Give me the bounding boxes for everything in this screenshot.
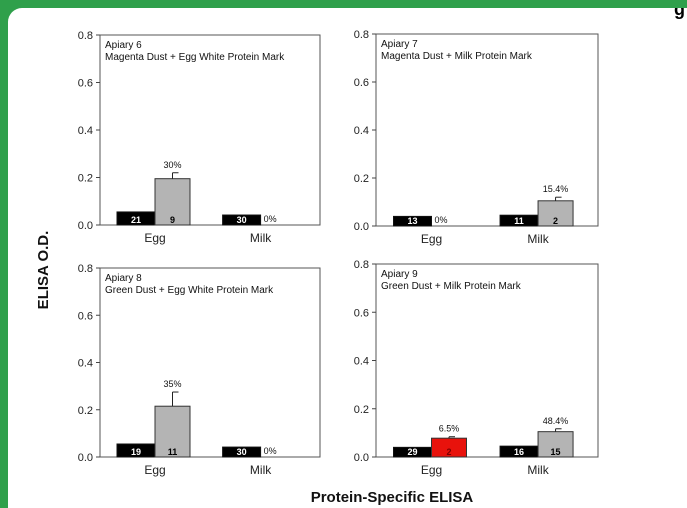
bar-light [154, 178, 191, 226]
percent-label: 0% [264, 214, 277, 224]
y-axis-title: ELISA O.D. [35, 231, 52, 310]
x-category-label: Egg [144, 231, 165, 245]
bar-dark [222, 214, 262, 226]
panel-title: Apiary 6 [105, 40, 142, 51]
panel-frame [375, 263, 599, 458]
y-tick-label: 0.2 [354, 404, 369, 416]
y-tick-label: 0.4 [78, 358, 93, 370]
bar-n-label: 30 [237, 447, 247, 457]
bar-n-label: 29 [407, 447, 417, 457]
percent-label: 15.4% [543, 184, 569, 194]
y-tick-label: 0.0 [354, 221, 369, 233]
panel-subtitle: Magenta Dust + Egg White Protein Mark [105, 52, 285, 63]
percent-label: 6.5% [439, 424, 460, 434]
title-fragment: g [674, 8, 685, 19]
x-category-label: Milk [527, 463, 549, 477]
panel-subtitle: Magenta Dust + Milk Protein Mark [381, 51, 533, 62]
percent-label: 35% [163, 379, 181, 389]
percent-label: 30% [163, 160, 181, 170]
bar-n-label: 11 [168, 447, 178, 457]
y-tick-label: 0.2 [78, 173, 93, 185]
y-tick-label: 0.0 [78, 452, 93, 464]
bar-dark [393, 215, 432, 227]
bar-dark [222, 446, 262, 458]
y-tick-label: 0.8 [78, 263, 93, 275]
bar-n-label: 30 [237, 215, 247, 225]
panel-frame [99, 34, 321, 226]
bar-n-label: 21 [131, 215, 141, 225]
x-category-label: Egg [144, 463, 165, 477]
bar-n-label: 2 [553, 216, 558, 226]
y-tick-label: 0.2 [354, 173, 369, 185]
panel-title: Apiary 8 [105, 273, 142, 284]
bar-n-label: 9 [170, 215, 175, 225]
figure-frame: g ELISA O.D. Protein-Specific ELISA 0.0 0… [8, 8, 687, 508]
bar-light [537, 200, 574, 227]
y-tick-label: 0.8 [354, 259, 369, 271]
y-tick-label: 0.6 [354, 307, 369, 319]
bar-n-label: 16 [514, 447, 524, 457]
y-tick-label: 0.6 [354, 77, 369, 89]
bar-n-label: 13 [407, 216, 417, 226]
percent-label: 0% [264, 446, 277, 456]
y-tick-label: 0.6 [78, 78, 93, 90]
bar-light [154, 405, 191, 458]
x-category-label: Milk [250, 231, 272, 245]
panel-subtitle: Green Dust + Milk Protein Mark [381, 281, 522, 292]
panel-frame [99, 267, 321, 458]
panel-subtitle: Green Dust + Egg White Protein Mark [105, 285, 274, 296]
y-tick-label: 0.4 [78, 125, 93, 137]
figure-canvas: ELISA O.D. Protein-Specific ELISA 0.0 0.2… [35, 29, 599, 506]
bar-n-label: 15 [551, 447, 561, 457]
y-tick-label: 0.8 [354, 29, 369, 41]
x-axis-title: Protein-Specific ELISA [311, 489, 474, 506]
y-tick-label: 0.0 [354, 452, 369, 464]
y-tick-label: 0.4 [354, 356, 369, 368]
x-category-label: Egg [421, 232, 442, 246]
y-tick-label: 0.0 [78, 220, 93, 232]
y-tick-label: 0.6 [78, 310, 93, 322]
x-category-label: Milk [527, 232, 549, 246]
y-tick-label: 0.8 [78, 30, 93, 42]
percent-label: 0% [435, 215, 448, 225]
y-tick-label: 0.2 [78, 405, 93, 417]
panel-title: Apiary 7 [381, 39, 418, 50]
panel-title: Apiary 9 [381, 269, 418, 280]
x-category-label: Egg [421, 463, 442, 477]
bar-n-label: 2 [446, 447, 451, 457]
bar-n-label: 19 [131, 447, 141, 457]
panel-frame [375, 33, 599, 227]
bar-n-label: 11 [514, 216, 524, 226]
percent-label: 48.4% [543, 416, 569, 426]
y-tick-label: 0.4 [354, 125, 369, 137]
x-category-label: Milk [250, 463, 272, 477]
